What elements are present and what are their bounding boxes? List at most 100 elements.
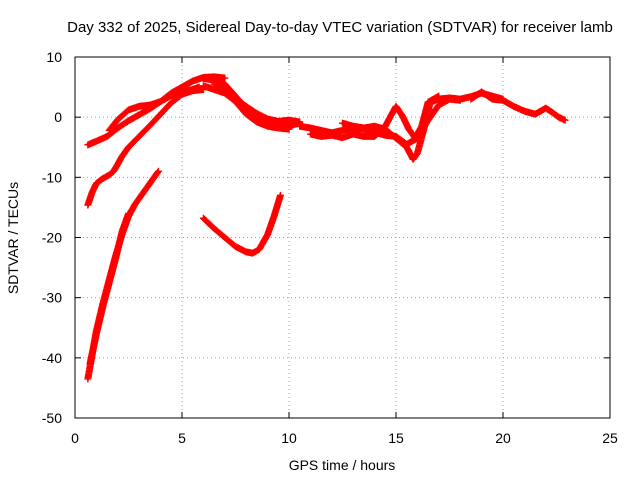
data-series-track-left-curve <box>84 85 207 209</box>
data-point <box>212 82 216 86</box>
data-point <box>287 128 291 131</box>
data-point <box>469 97 473 101</box>
data-point <box>448 96 451 100</box>
data-point <box>133 203 137 206</box>
data-series-track-plateau-a <box>296 95 464 148</box>
data-point <box>148 124 152 127</box>
data-point <box>116 118 120 121</box>
data-point <box>245 112 248 116</box>
data-point <box>202 84 205 88</box>
data-point <box>266 117 269 121</box>
data-point <box>116 162 120 166</box>
data-point <box>459 97 462 101</box>
data-point <box>202 77 205 80</box>
data-point <box>120 230 124 233</box>
data-point <box>401 114 404 118</box>
data-point <box>146 185 149 188</box>
data-point <box>533 112 537 116</box>
data-point <box>414 137 417 140</box>
data-point <box>234 245 237 248</box>
data-point <box>257 248 261 251</box>
data-point <box>95 182 98 185</box>
chart-title: Day 332 of 2025, Sidereal Day-to-day VTE… <box>67 19 613 36</box>
data-point <box>352 124 355 128</box>
data-point <box>191 79 194 83</box>
data-point <box>319 135 323 138</box>
data-point <box>245 250 248 254</box>
series-markers <box>86 209 132 368</box>
data-point <box>255 120 259 124</box>
data-point <box>341 129 344 132</box>
data-point <box>277 126 280 130</box>
data-point <box>501 99 505 102</box>
data-point <box>108 173 111 177</box>
data-point <box>191 89 194 92</box>
data-point <box>95 332 98 335</box>
data-point <box>437 103 440 107</box>
data-point <box>330 134 333 137</box>
data-point <box>138 135 141 138</box>
data-point <box>341 136 344 139</box>
data-point <box>287 118 291 122</box>
data-point <box>298 120 301 124</box>
data-point <box>373 135 376 138</box>
data-point <box>437 97 440 101</box>
data-point <box>170 91 173 95</box>
data-point <box>159 112 162 116</box>
series-markers <box>339 89 507 163</box>
data-series-track-mid-dip <box>199 191 284 257</box>
data-point <box>170 101 173 104</box>
data-point <box>90 191 94 194</box>
data-point <box>105 135 109 138</box>
data-point <box>108 129 111 132</box>
y-axis-label: SDTVAR / TECUs <box>5 182 21 294</box>
data-point <box>405 146 408 149</box>
data-point <box>95 140 98 143</box>
x-tick-label: 5 <box>178 430 186 446</box>
data-point <box>266 233 269 236</box>
x-tick-label: 20 <box>495 430 511 446</box>
data-point <box>114 257 117 260</box>
x-axis-label: GPS time / hours <box>289 457 396 473</box>
data-series-track-right-tail <box>467 88 569 124</box>
data-point <box>101 177 105 180</box>
data-point <box>88 362 92 366</box>
data-point <box>148 103 152 107</box>
data-point <box>138 113 141 116</box>
data-point <box>159 100 162 103</box>
data-point <box>157 170 160 173</box>
data-point <box>234 97 237 101</box>
y-tick-label: -50 <box>42 410 62 426</box>
data-point <box>255 112 259 115</box>
data-point <box>223 87 226 90</box>
data-point <box>352 132 355 136</box>
data-point <box>416 152 419 155</box>
data-point <box>140 194 143 197</box>
series-markers <box>199 191 284 257</box>
axis-ticks: 0 5 10 15 20 25 -50 -40 -30 -20 -10 0 10 <box>42 49 618 446</box>
series-markers <box>467 88 569 124</box>
data-point <box>429 100 432 104</box>
data-point <box>266 124 269 128</box>
x-tick-label: 0 <box>71 430 79 446</box>
y-tick-label: -20 <box>42 230 62 246</box>
data-point <box>279 194 282 197</box>
data-point <box>309 126 312 130</box>
data-point <box>407 128 411 131</box>
data-point <box>180 85 184 89</box>
data-point <box>127 146 130 149</box>
x-tick-label: 10 <box>281 430 297 446</box>
data-point <box>138 105 141 108</box>
data-point <box>512 105 515 108</box>
x-tick-label: 15 <box>388 430 404 446</box>
data-point <box>120 155 124 158</box>
data-point <box>309 132 312 136</box>
data-point <box>251 251 254 255</box>
data-point <box>112 170 115 173</box>
y-tick-label: -30 <box>42 290 62 306</box>
data-point <box>212 78 216 82</box>
data-point <box>491 97 494 101</box>
data-point <box>223 82 226 86</box>
data-point <box>480 90 483 94</box>
